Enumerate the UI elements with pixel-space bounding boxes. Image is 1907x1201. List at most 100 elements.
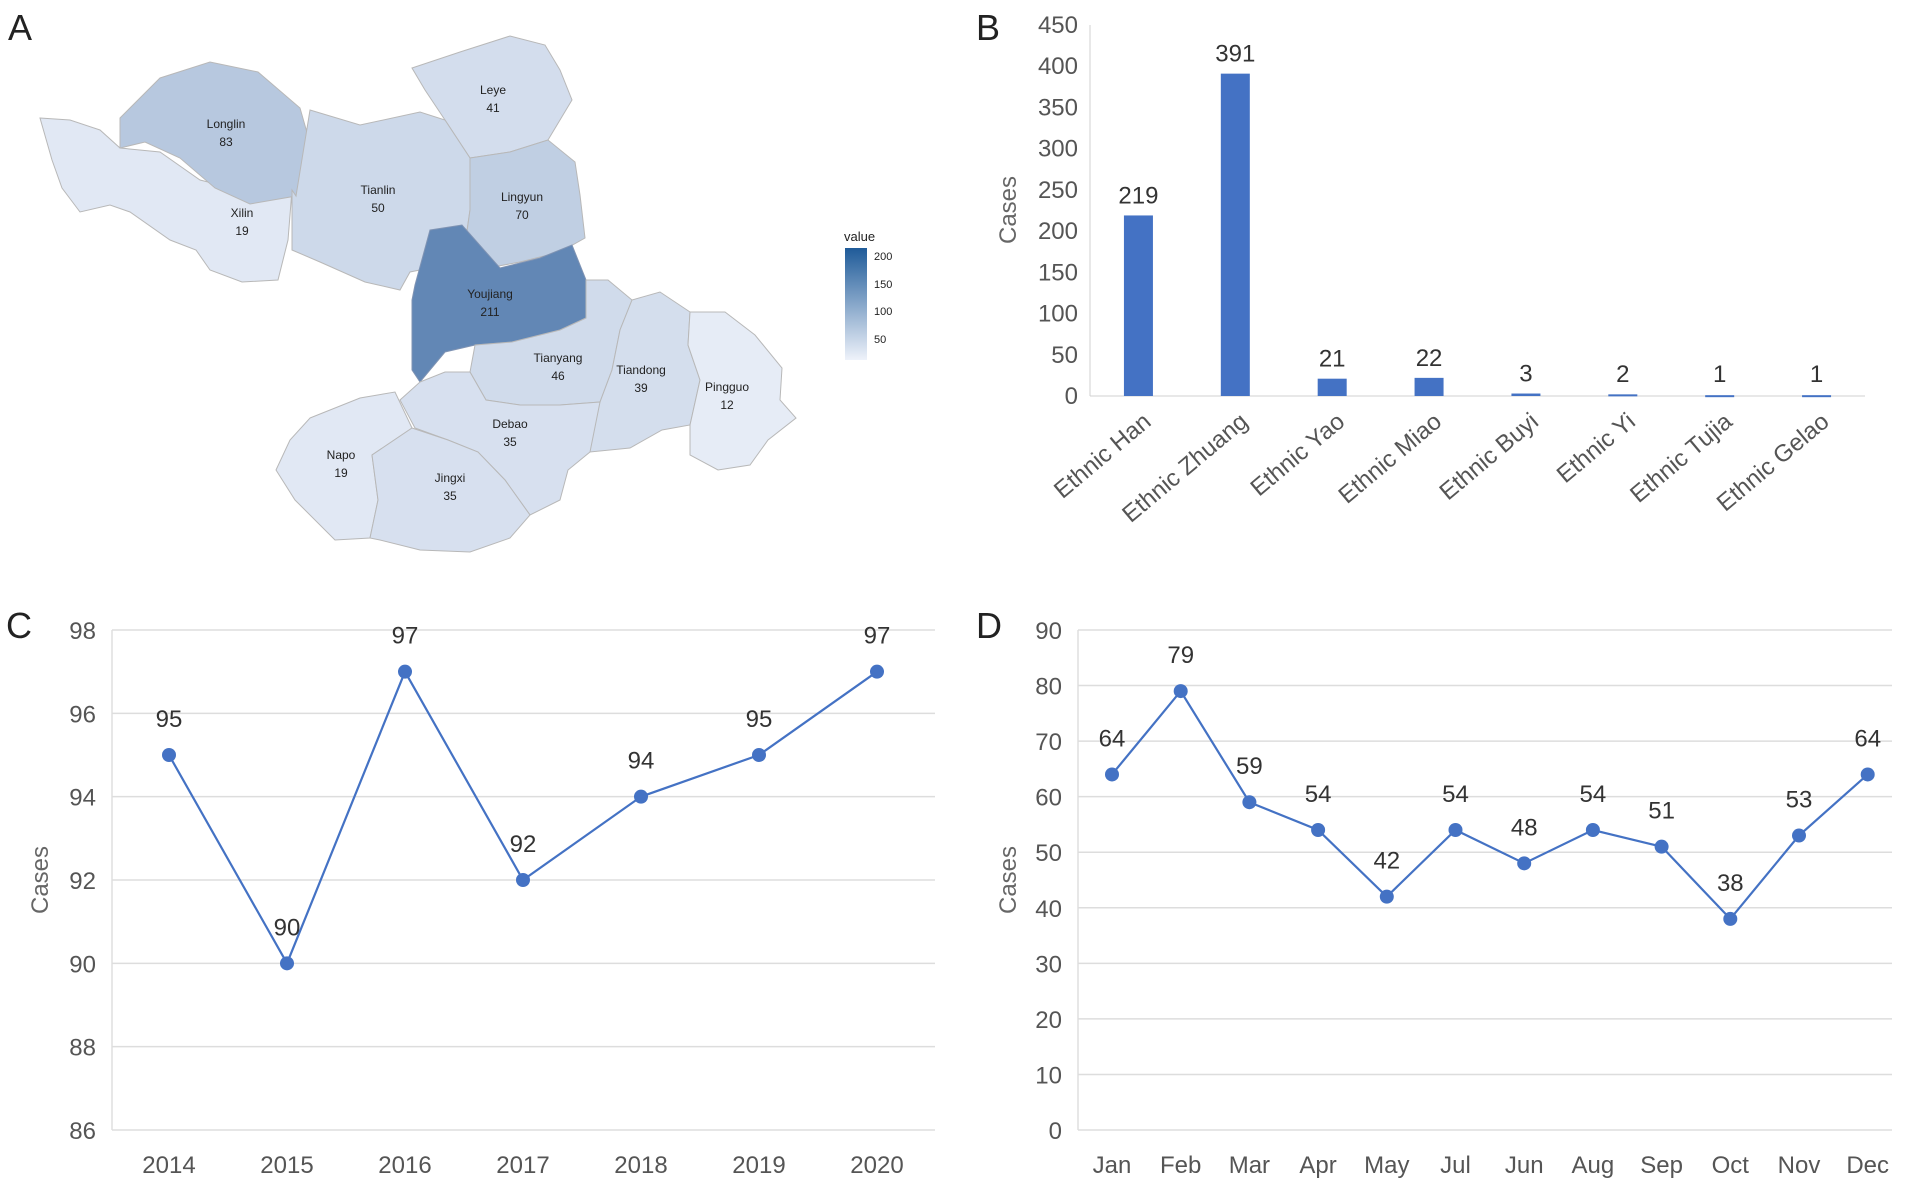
map-label-name: Lingyun xyxy=(501,190,543,204)
legend-tick: 50 xyxy=(874,334,886,346)
monthly-chart-series xyxy=(1105,684,1875,926)
monthly-data-label: 42 xyxy=(1373,848,1400,875)
map-label-value: 41 xyxy=(486,101,500,115)
yearly-y-tick: 86 xyxy=(69,1118,96,1145)
yearly-data-label: 94 xyxy=(628,748,655,775)
legend-tick: 200 xyxy=(874,251,892,263)
bar-ethnic-zhuang xyxy=(1220,73,1250,397)
bar-ethnic-yi xyxy=(1608,394,1638,397)
monthly-point xyxy=(1448,823,1463,837)
bar-ethnic-han xyxy=(1123,215,1153,396)
monthly-point xyxy=(1723,911,1738,926)
yearly-point xyxy=(516,873,530,887)
monthly-x-tick: Dec xyxy=(1846,1152,1889,1179)
bar-ethnic-yao xyxy=(1317,378,1347,396)
yearly-x-tick: 2019 xyxy=(732,1152,785,1179)
bar-data-label: 1 xyxy=(1810,361,1823,388)
map-label-tiandong: Tiandong 39 xyxy=(616,363,666,395)
yearly-x-tick: 2015 xyxy=(260,1152,313,1179)
map-label-value: 19 xyxy=(235,224,249,238)
monthly-y-tick: 0 xyxy=(1049,1118,1062,1145)
bar-ethnic-gelao xyxy=(1802,395,1832,398)
monthly-x-tick: Aug xyxy=(1572,1152,1615,1179)
yearly-data-label: 90 xyxy=(274,914,301,941)
yearly-data-label: 97 xyxy=(864,623,891,650)
monthly-y-tick: 80 xyxy=(1035,674,1062,701)
yearly-chart-grid: 86 88 90 92 94 96 98 xyxy=(69,618,935,1145)
map-label-value: 19 xyxy=(334,466,348,480)
map-region-leye xyxy=(411,35,573,159)
monthly-x-tick: Jan xyxy=(1093,1152,1132,1179)
yearly-x-tick: 2020 xyxy=(850,1152,903,1179)
monthly-point xyxy=(1654,839,1669,854)
monthly-chart-grid: 0 10 20 30 40 50 60 70 80 90 xyxy=(1035,618,1892,1145)
map-label-value: 12 xyxy=(720,398,734,412)
yearly-y-tick: 92 xyxy=(69,868,96,895)
monthly-series-line xyxy=(1111,689,1869,921)
map-label-value: 50 xyxy=(371,201,385,215)
bar-chart-ylabel: Cases xyxy=(995,176,1022,244)
map-label-leye: Leye 41 xyxy=(480,83,506,115)
bar-data-label: 1 xyxy=(1713,361,1726,388)
yearly-chart-data-labels: 95 90 97 92 94 95 97 xyxy=(156,623,891,942)
yearly-data-label: 95 xyxy=(746,706,773,733)
yearly-y-tick: 96 xyxy=(69,701,96,728)
yearly-data-label: 92 xyxy=(510,831,537,858)
map-label-name: Tianyang xyxy=(534,351,583,365)
monthly-data-label: 54 xyxy=(1442,781,1469,808)
monthly-data-label: 64 xyxy=(1099,725,1126,752)
bar-ethnic-buyi xyxy=(1511,393,1541,396)
bar-y-tick: 350 xyxy=(1038,94,1078,121)
bar-y-tick: 150 xyxy=(1038,259,1078,286)
map-label-value: 211 xyxy=(480,305,499,319)
map-label-napo: Napo 19 xyxy=(327,448,356,480)
monthly-y-tick: 10 xyxy=(1035,1062,1062,1089)
bar-y-tick: 0 xyxy=(1065,383,1078,410)
map-label-value: 83 xyxy=(219,135,233,149)
map-legend: value 200 150 100 50 xyxy=(844,229,892,360)
monthly-y-tick: 70 xyxy=(1035,729,1062,756)
monthly-point xyxy=(1585,823,1600,837)
yearly-x-tick: 2018 xyxy=(614,1152,667,1179)
monthly-x-tick: Jun xyxy=(1505,1152,1544,1179)
map-label-name: Jingxi xyxy=(435,471,466,485)
map-label-name: Leye xyxy=(480,83,506,97)
monthly-point xyxy=(1242,795,1257,810)
bar-y-tick: 100 xyxy=(1038,301,1078,328)
monthly-x-tick: Sep xyxy=(1640,1152,1683,1179)
bar-data-label: 219 xyxy=(1118,182,1158,209)
yearly-data-label: 95 xyxy=(156,706,183,733)
monthly-data-label: 51 xyxy=(1648,798,1675,825)
monthly-point xyxy=(1105,767,1119,782)
yearly-point xyxy=(752,748,766,762)
monthly-chart-data-labels: 64 79 59 54 42 54 48 54 51 38 53 64 xyxy=(1099,642,1881,897)
monthly-y-tick: 50 xyxy=(1035,840,1062,867)
yearly-x-tick: 2016 xyxy=(378,1152,431,1179)
monthly-x-tick: Nov xyxy=(1778,1152,1821,1179)
map-region-jingxi xyxy=(369,427,531,553)
yearly-y-tick: 88 xyxy=(69,1035,96,1062)
yearly-x-tick: 2014 xyxy=(142,1152,195,1179)
map-region-pingguo xyxy=(687,311,797,471)
bar-ethnic-miao xyxy=(1414,377,1444,396)
map-label-value: 35 xyxy=(503,435,517,449)
monthly-data-label: 38 xyxy=(1717,870,1744,897)
map-label-pingguo: Pingguo 12 xyxy=(705,380,749,412)
bar-data-label: 2 xyxy=(1616,361,1629,388)
bar-x-tick: Ethnic Buyi xyxy=(1434,408,1543,506)
monthly-point xyxy=(1173,684,1188,699)
monthly-point xyxy=(1379,889,1394,904)
map-label-tianlin: Tianlin 50 xyxy=(361,183,396,215)
yearly-y-tick: 90 xyxy=(69,951,96,978)
panel-letter-c: C xyxy=(6,605,32,646)
bar-y-tick: 50 xyxy=(1051,342,1078,369)
map-label-name: Tianlin xyxy=(361,183,396,197)
monthly-y-tick: 20 xyxy=(1035,1007,1062,1034)
yearly-point xyxy=(634,789,648,804)
monthly-point xyxy=(1860,767,1875,782)
